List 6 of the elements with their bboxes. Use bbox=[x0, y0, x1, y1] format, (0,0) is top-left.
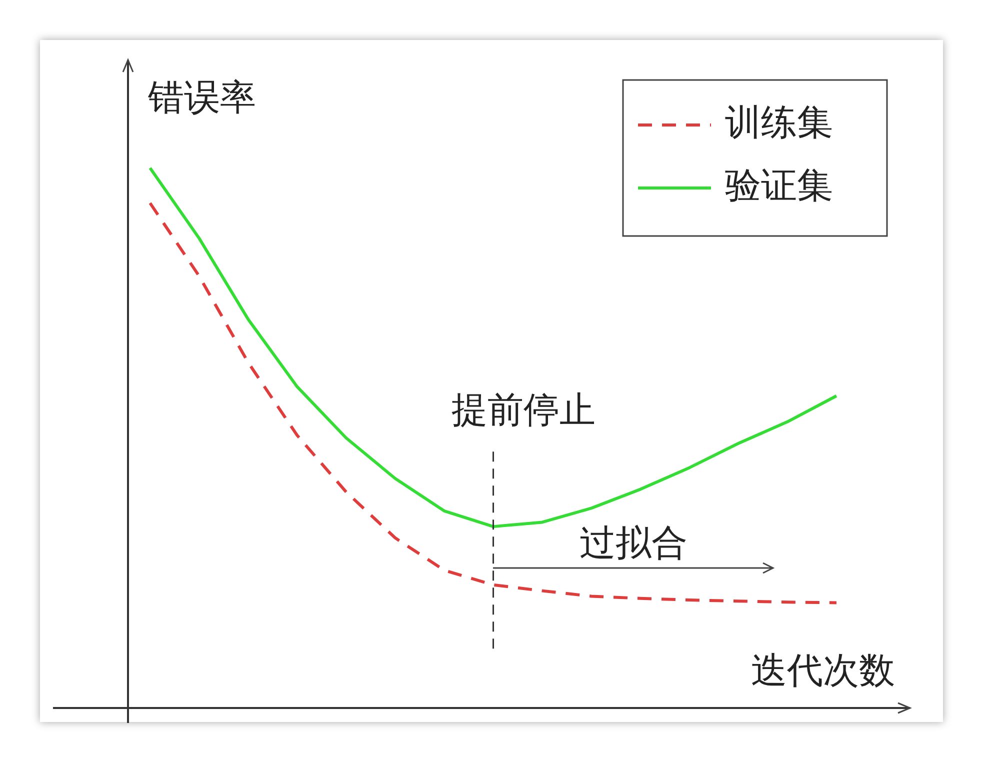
y-axis-title: 错误率 bbox=[147, 77, 256, 118]
legend-label: 训练集 bbox=[725, 102, 833, 144]
annotation: 提前停止 bbox=[451, 390, 596, 432]
legend-label: 验证集 bbox=[725, 165, 833, 206]
annotation: 过拟合 bbox=[579, 522, 688, 564]
x-axis-title: 迭代次数 bbox=[751, 650, 895, 692]
